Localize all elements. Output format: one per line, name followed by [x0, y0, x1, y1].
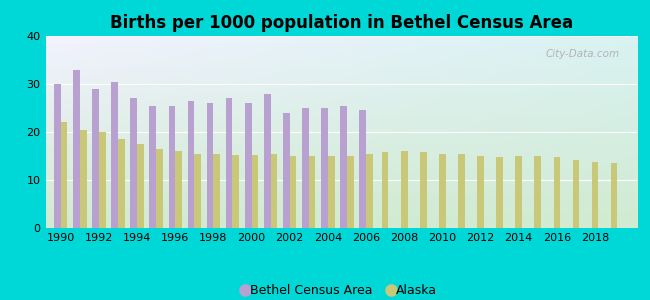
Bar — [270, 154, 278, 228]
Text: City-Data.com: City-Data.com — [545, 50, 619, 59]
Bar — [497, 157, 503, 228]
Bar — [458, 154, 465, 228]
Bar — [366, 154, 372, 228]
Legend: Bethel Census Area, Alaska: Bethel Census Area, Alaska — [240, 279, 443, 300]
Bar — [347, 156, 354, 228]
Bar — [359, 110, 366, 228]
Bar — [80, 130, 86, 228]
Bar — [573, 160, 579, 228]
Bar — [264, 94, 270, 228]
Bar — [309, 156, 315, 228]
Bar — [401, 151, 408, 228]
Bar — [99, 132, 105, 228]
Bar — [137, 144, 144, 228]
Bar — [176, 151, 182, 228]
Bar — [131, 98, 137, 228]
Bar — [226, 98, 233, 228]
Bar — [213, 154, 220, 228]
Bar — [341, 106, 347, 228]
Bar — [188, 101, 194, 228]
Bar — [54, 84, 60, 228]
Bar — [515, 156, 522, 228]
Bar — [194, 154, 201, 228]
Bar — [321, 108, 328, 228]
Bar — [328, 156, 335, 228]
Bar — [477, 156, 484, 228]
Bar — [382, 152, 389, 228]
Bar — [439, 154, 446, 228]
Bar — [534, 156, 541, 228]
Bar — [150, 106, 156, 228]
Bar — [168, 106, 176, 228]
Bar — [302, 108, 309, 228]
Bar — [60, 122, 68, 228]
Bar — [592, 162, 599, 228]
Bar — [118, 139, 125, 228]
Bar — [420, 152, 426, 228]
Bar — [156, 149, 163, 228]
Title: Births per 1000 population in Bethel Census Area: Births per 1000 population in Bethel Cen… — [110, 14, 573, 32]
Bar — [233, 155, 239, 228]
Bar — [245, 103, 252, 228]
Bar — [252, 155, 258, 228]
Bar — [73, 70, 80, 228]
Bar — [92, 89, 99, 228]
Bar — [611, 163, 618, 228]
Bar — [111, 82, 118, 228]
Bar — [283, 113, 290, 228]
Bar — [207, 103, 213, 228]
Bar — [290, 156, 296, 228]
Bar — [554, 157, 560, 228]
